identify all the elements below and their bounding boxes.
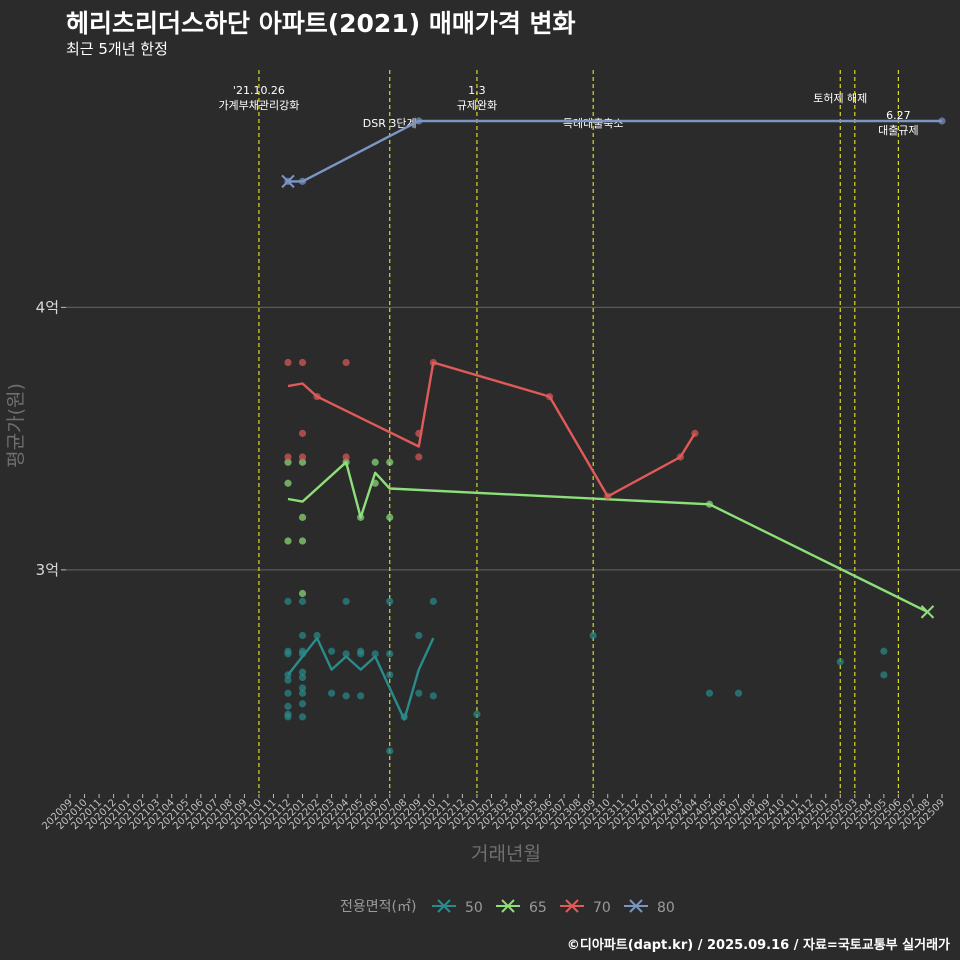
- x-axis-title: 거래년월: [471, 843, 541, 865]
- data-point-50: [284, 702, 292, 710]
- policy-label: 6.27: [886, 109, 911, 122]
- data-point-50: [386, 597, 394, 605]
- end-marker-stroke: [920, 605, 935, 619]
- data-point-50: [328, 689, 336, 697]
- data-point-50: [298, 700, 307, 708]
- end-marker-80: [281, 174, 295, 189]
- y-axis: 3억 4억: [36, 298, 66, 579]
- legend-label-70: 70: [593, 900, 611, 916]
- legend-label-65: 65: [529, 900, 547, 916]
- data-point-50: [357, 692, 365, 700]
- source-caption: ©디아파트(dapt.kr) / 2025.09.16 / 자료=국토교통부 실…: [566, 938, 950, 953]
- series-line-80: [288, 119, 942, 183]
- policy-label: 1.3: [468, 84, 486, 97]
- data-point-70: [284, 453, 292, 461]
- data-point-70: [298, 429, 307, 437]
- x-axis: 2020092020102020112020122021012021022021…: [40, 794, 947, 832]
- chart-subtitle: 최근 5개년 한정: [66, 40, 168, 58]
- data-point-50: [342, 650, 350, 658]
- data-point-50: [342, 597, 350, 605]
- legend-key-cross: [437, 899, 451, 913]
- data-point-65: [284, 479, 292, 487]
- legend-title: 전용면적(㎡): [340, 899, 416, 915]
- data-point-50: [284, 676, 292, 684]
- data-point-65: [298, 537, 307, 545]
- policy-label: DSR 3단계: [363, 117, 417, 130]
- end-marker-stroke: [281, 174, 295, 189]
- data-point-65: [284, 537, 292, 545]
- data-point-50: [284, 689, 292, 697]
- data-point-50: [298, 668, 307, 676]
- data-point-50: [880, 647, 888, 655]
- data-point-50: [429, 597, 437, 605]
- policy-label: 가계부채관리강화: [218, 99, 299, 112]
- legend-key-cross: [501, 899, 515, 913]
- data-point-50: [284, 713, 292, 721]
- data-point-50: [298, 713, 307, 721]
- data-point-65: [284, 458, 292, 466]
- data-point-65: [298, 458, 307, 466]
- legend-item-70: 70: [560, 899, 611, 916]
- data-point-50: [298, 673, 307, 682]
- data-point-50: [589, 631, 597, 640]
- data-point-65: [298, 513, 307, 521]
- series-line-65: [287, 461, 929, 613]
- policy-label: 특례대출축소: [563, 117, 624, 130]
- series-layer: [281, 117, 946, 755]
- data-point-50: [415, 631, 423, 640]
- data-point-50: [328, 647, 336, 655]
- data-point-50: [473, 710, 481, 718]
- legend-key-cross: [629, 899, 643, 913]
- data-point-70: [298, 358, 307, 367]
- legend-key-cross: [565, 899, 579, 913]
- data-point-50: [429, 692, 437, 700]
- data-point-70: [284, 358, 292, 367]
- data-point-70: [298, 453, 307, 461]
- data-point-50: [705, 689, 714, 697]
- data-point-50: [386, 650, 394, 658]
- y-tick-label: 3억: [36, 561, 59, 579]
- grid: [66, 306, 960, 571]
- legend-item-65: 65: [496, 899, 547, 916]
- data-point-65: [386, 458, 394, 466]
- data-point-50: [386, 747, 394, 755]
- data-point-50: [313, 631, 321, 640]
- data-point-50: [371, 650, 379, 658]
- data-point-50: [298, 684, 307, 692]
- data-point-50: [298, 689, 307, 697]
- series-line-50: [287, 636, 435, 721]
- y-tick-label: 4억: [36, 298, 59, 316]
- data-point-50: [880, 671, 888, 679]
- policy-label: 토허제 해제: [813, 91, 867, 105]
- series-line-70: [287, 361, 696, 498]
- data-point-50: [836, 658, 844, 666]
- data-point-65: [371, 458, 379, 466]
- data-point-65: [298, 589, 307, 598]
- legend-item-50: 50: [432, 899, 483, 916]
- data-point-70: [342, 453, 350, 461]
- data-point-50: [734, 689, 743, 697]
- data-point-50: [284, 650, 292, 658]
- data-point-70: [342, 358, 350, 367]
- data-point-50: [342, 692, 350, 700]
- data-point-50: [298, 597, 307, 605]
- data-point-50: [415, 689, 423, 697]
- policy-label: '21.10.26: [233, 84, 285, 97]
- y-axis-title: 평균가(원): [5, 383, 27, 468]
- data-point-50: [386, 671, 394, 679]
- data-point-50: [298, 631, 307, 640]
- legend-label-50: 50: [465, 900, 483, 916]
- legend-label-80: 80: [657, 900, 675, 916]
- legend-item-80: 80: [624, 899, 675, 916]
- policy-label: 규제완화: [457, 99, 497, 112]
- end-marker-65: [920, 605, 935, 619]
- chart-title: 헤리츠리더스하단 아파트(2021) 매매가격 변화: [66, 9, 576, 38]
- data-point-50: [357, 650, 365, 658]
- data-point-50: [284, 597, 292, 605]
- data-point-65: [386, 513, 394, 521]
- data-point-70: [415, 453, 423, 461]
- policy-label: 대출규제: [878, 124, 918, 137]
- legend: 전용면적(㎡) 50 65 70 80: [340, 899, 675, 916]
